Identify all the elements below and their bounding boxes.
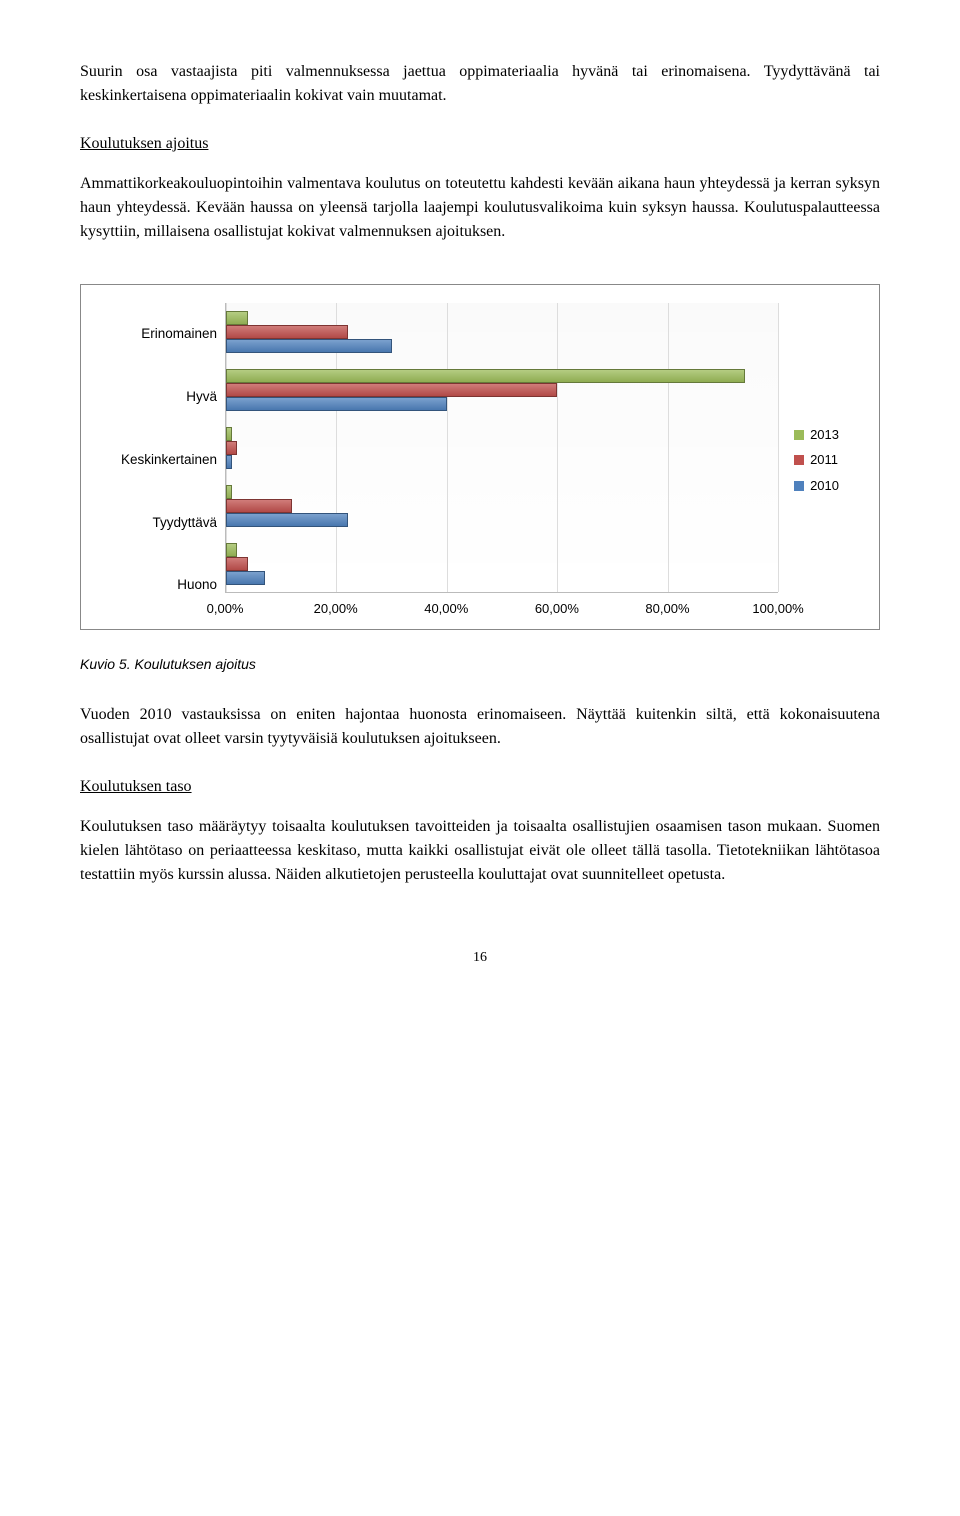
page-number: 16 — [80, 947, 880, 968]
paragraph-taso: Koulutuksen taso määräytyy toisaalta kou… — [80, 815, 880, 887]
legend-2011: 2011 — [794, 450, 839, 470]
chart-caption: Kuvio 5. Koulutuksen ajoitus — [80, 654, 880, 675]
ylabel-erinomainen: Erinomainen — [121, 305, 217, 363]
chart-x-axis: 0,00%20,00%40,00%60,00%80,00%100,00% — [225, 599, 778, 617]
legend-swatch-2010 — [794, 481, 804, 491]
chart-container: Erinomainen Hyvä Keskinkertainen Tyydytt… — [80, 284, 880, 630]
legend-label-2011: 2011 — [810, 450, 838, 470]
legend-swatch-2013 — [794, 430, 804, 440]
chart-y-labels: Erinomainen Hyvä Keskinkertainen Tyydytt… — [121, 303, 225, 617]
ylabel-tyydyttava: Tyydyttävä — [121, 494, 217, 552]
legend-swatch-2011 — [794, 455, 804, 465]
chart-plot-area — [225, 303, 778, 593]
paragraph-intro: Suurin osa vastaajista piti valmennukses… — [80, 60, 880, 108]
ylabel-hyva: Hyvä — [121, 368, 217, 426]
ylabel-keskinkertainen: Keskinkertainen — [121, 431, 217, 489]
heading-taso: Koulutuksen taso — [80, 775, 880, 799]
legend-label-2010: 2010 — [810, 476, 839, 496]
ylabel-huono: Huono — [121, 557, 217, 615]
legend-label-2013: 2013 — [810, 425, 839, 445]
chart-legend: 2013 2011 2010 — [778, 303, 839, 617]
legend-2013: 2013 — [794, 425, 839, 445]
paragraph-result: Vuoden 2010 vastauksissa on eniten hajon… — [80, 703, 880, 751]
heading-ajoitus: Koulutuksen ajoitus — [80, 132, 880, 156]
legend-2010: 2010 — [794, 476, 839, 496]
paragraph-ajoitus: Ammattikorkeakouluopintoihin valmentava … — [80, 172, 880, 244]
